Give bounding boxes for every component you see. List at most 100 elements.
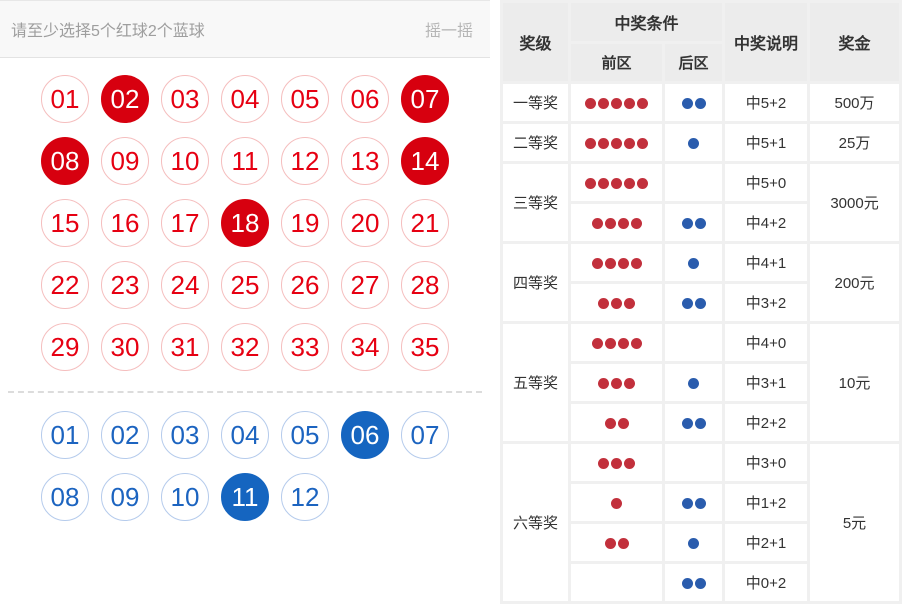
red-dot-icon — [604, 337, 616, 349]
blue-dot-icon — [694, 577, 706, 589]
prize-level: 六等奖 — [503, 444, 568, 601]
blue-ball-08[interactable]: 08 — [41, 473, 89, 521]
blue-dot-icon — [694, 417, 706, 429]
win-description: 中5+1 — [725, 124, 808, 161]
blue-ball-07[interactable]: 07 — [401, 411, 449, 459]
red-ball-10[interactable]: 10 — [161, 137, 209, 185]
red-ball-06[interactable]: 06 — [341, 75, 389, 123]
red-ball-05[interactable]: 05 — [281, 75, 329, 123]
red-ball-28[interactable]: 28 — [401, 261, 449, 309]
front-area-dots — [571, 484, 662, 521]
prize-table-row: 一等奖 中5+2 500万 — [503, 84, 900, 121]
shake-button[interactable]: 摇一摇 — [424, 23, 473, 40]
red-ball-02[interactable]: 02 — [101, 75, 149, 123]
red-ball-32[interactable]: 32 — [221, 323, 269, 371]
red-dot-icon — [624, 177, 635, 189]
red-ball-03[interactable]: 03 — [161, 75, 209, 123]
back-area-dots — [665, 164, 723, 201]
red-ball-09[interactable]: 09 — [101, 137, 149, 185]
win-description: 中1+2 — [725, 484, 808, 521]
red-dot-icon — [591, 257, 603, 269]
blue-dot-icon — [681, 577, 693, 589]
red-ball-26[interactable]: 26 — [281, 261, 329, 309]
red-dot-icon — [598, 457, 609, 469]
blue-dot-icon — [694, 217, 706, 229]
prize-level: 二等奖 — [503, 124, 568, 161]
red-ball-12[interactable]: 12 — [281, 137, 329, 185]
blue-dot-icon — [681, 417, 693, 429]
blue-ball-06[interactable]: 06 — [341, 411, 389, 459]
red-ball-33[interactable]: 33 — [281, 323, 329, 371]
prize-amount: 10元 — [810, 324, 900, 441]
number-selection-panel: 请至少选择5个红球2个蓝球 摇一摇 01 02 03 04 05 06 07 08 09 10 11… — [0, 0, 490, 521]
back-area-dots — [665, 524, 723, 561]
red-ball-27[interactable]: 27 — [341, 261, 389, 309]
blue-ball-02[interactable]: 02 — [101, 411, 149, 459]
blue-ball-03[interactable]: 03 — [161, 411, 209, 459]
front-area-dots — [571, 364, 662, 401]
red-ball-19[interactable]: 19 — [281, 199, 329, 247]
red-ball-23[interactable]: 23 — [101, 261, 149, 309]
red-ball-08[interactable]: 08 — [41, 137, 89, 185]
red-dot-icon — [630, 217, 642, 229]
red-ball-34[interactable]: 34 — [341, 323, 389, 371]
blue-ball-05[interactable]: 05 — [281, 411, 329, 459]
front-area-dots — [571, 324, 662, 361]
back-area-dots — [665, 444, 723, 481]
red-ball-18[interactable]: 18 — [221, 199, 269, 247]
blue-ball-01[interactable]: 01 — [41, 411, 89, 459]
prize-table-row: 中0+2 — [503, 564, 899, 601]
win-description: 中4+2 — [725, 204, 808, 241]
red-dot-icon — [617, 337, 629, 349]
prize-table-row: 中1+2 — [503, 484, 899, 521]
red-ball-07[interactable]: 07 — [401, 75, 449, 123]
blue-ball-04[interactable]: 04 — [221, 411, 269, 459]
red-dot-icon — [585, 97, 596, 109]
col-header-condition: 中奖条件 — [571, 3, 723, 41]
red-ball-15[interactable]: 15 — [41, 199, 89, 247]
red-ball-21[interactable]: 21 — [401, 199, 449, 247]
red-ball-31[interactable]: 31 — [161, 323, 209, 371]
red-ball-13[interactable]: 13 — [341, 137, 389, 185]
red-ball-16[interactable]: 16 — [101, 199, 149, 247]
red-ball-35[interactable]: 35 — [401, 323, 449, 371]
red-dot-icon — [604, 417, 616, 429]
col-header-level: 奖级 — [503, 3, 568, 81]
blue-ball-11[interactable]: 11 — [221, 473, 269, 521]
red-ball-11[interactable]: 11 — [221, 137, 269, 185]
front-area-dots — [571, 444, 662, 481]
front-area-dots — [571, 564, 662, 601]
red-ball-29[interactable]: 29 — [41, 323, 89, 371]
red-ball-04[interactable]: 04 — [221, 75, 269, 123]
blue-ball-09[interactable]: 09 — [101, 473, 149, 521]
back-area-dots — [665, 364, 723, 401]
prize-amount: 200元 — [810, 244, 900, 321]
blue-ball-12[interactable]: 12 — [281, 473, 329, 521]
red-ball-22[interactable]: 22 — [41, 261, 89, 309]
front-area-dots — [571, 124, 662, 161]
red-ball-30[interactable]: 30 — [101, 323, 149, 371]
col-header-desc: 中奖说明 — [725, 3, 808, 81]
red-ball-17[interactable]: 17 — [161, 199, 209, 247]
red-ball-01[interactable]: 01 — [41, 75, 89, 123]
win-description: 中3+0 — [725, 444, 808, 481]
red-ball-24[interactable]: 24 — [161, 261, 209, 309]
col-header-front: 前区 — [571, 44, 662, 81]
prize-amount: 5元 — [810, 444, 900, 601]
prize-level: 四等奖 — [503, 244, 568, 321]
red-ball-25[interactable]: 25 — [221, 261, 269, 309]
blue-dot-icon — [688, 257, 699, 269]
back-area-dots — [665, 84, 723, 121]
prize-level: 三等奖 — [503, 164, 568, 241]
prize-table-row: 中2+1 — [503, 524, 899, 561]
red-ball-14[interactable]: 14 — [401, 137, 449, 185]
prize-level: 五等奖 — [503, 324, 568, 441]
win-description: 中5+0 — [725, 164, 808, 201]
red-ball-20[interactable]: 20 — [341, 199, 389, 247]
prize-table-row: 中3+2 — [503, 284, 899, 321]
blue-dot-icon — [694, 97, 706, 109]
blue-ball-10[interactable]: 10 — [161, 473, 209, 521]
red-dot-icon — [630, 337, 642, 349]
red-dot-icon — [598, 377, 609, 389]
